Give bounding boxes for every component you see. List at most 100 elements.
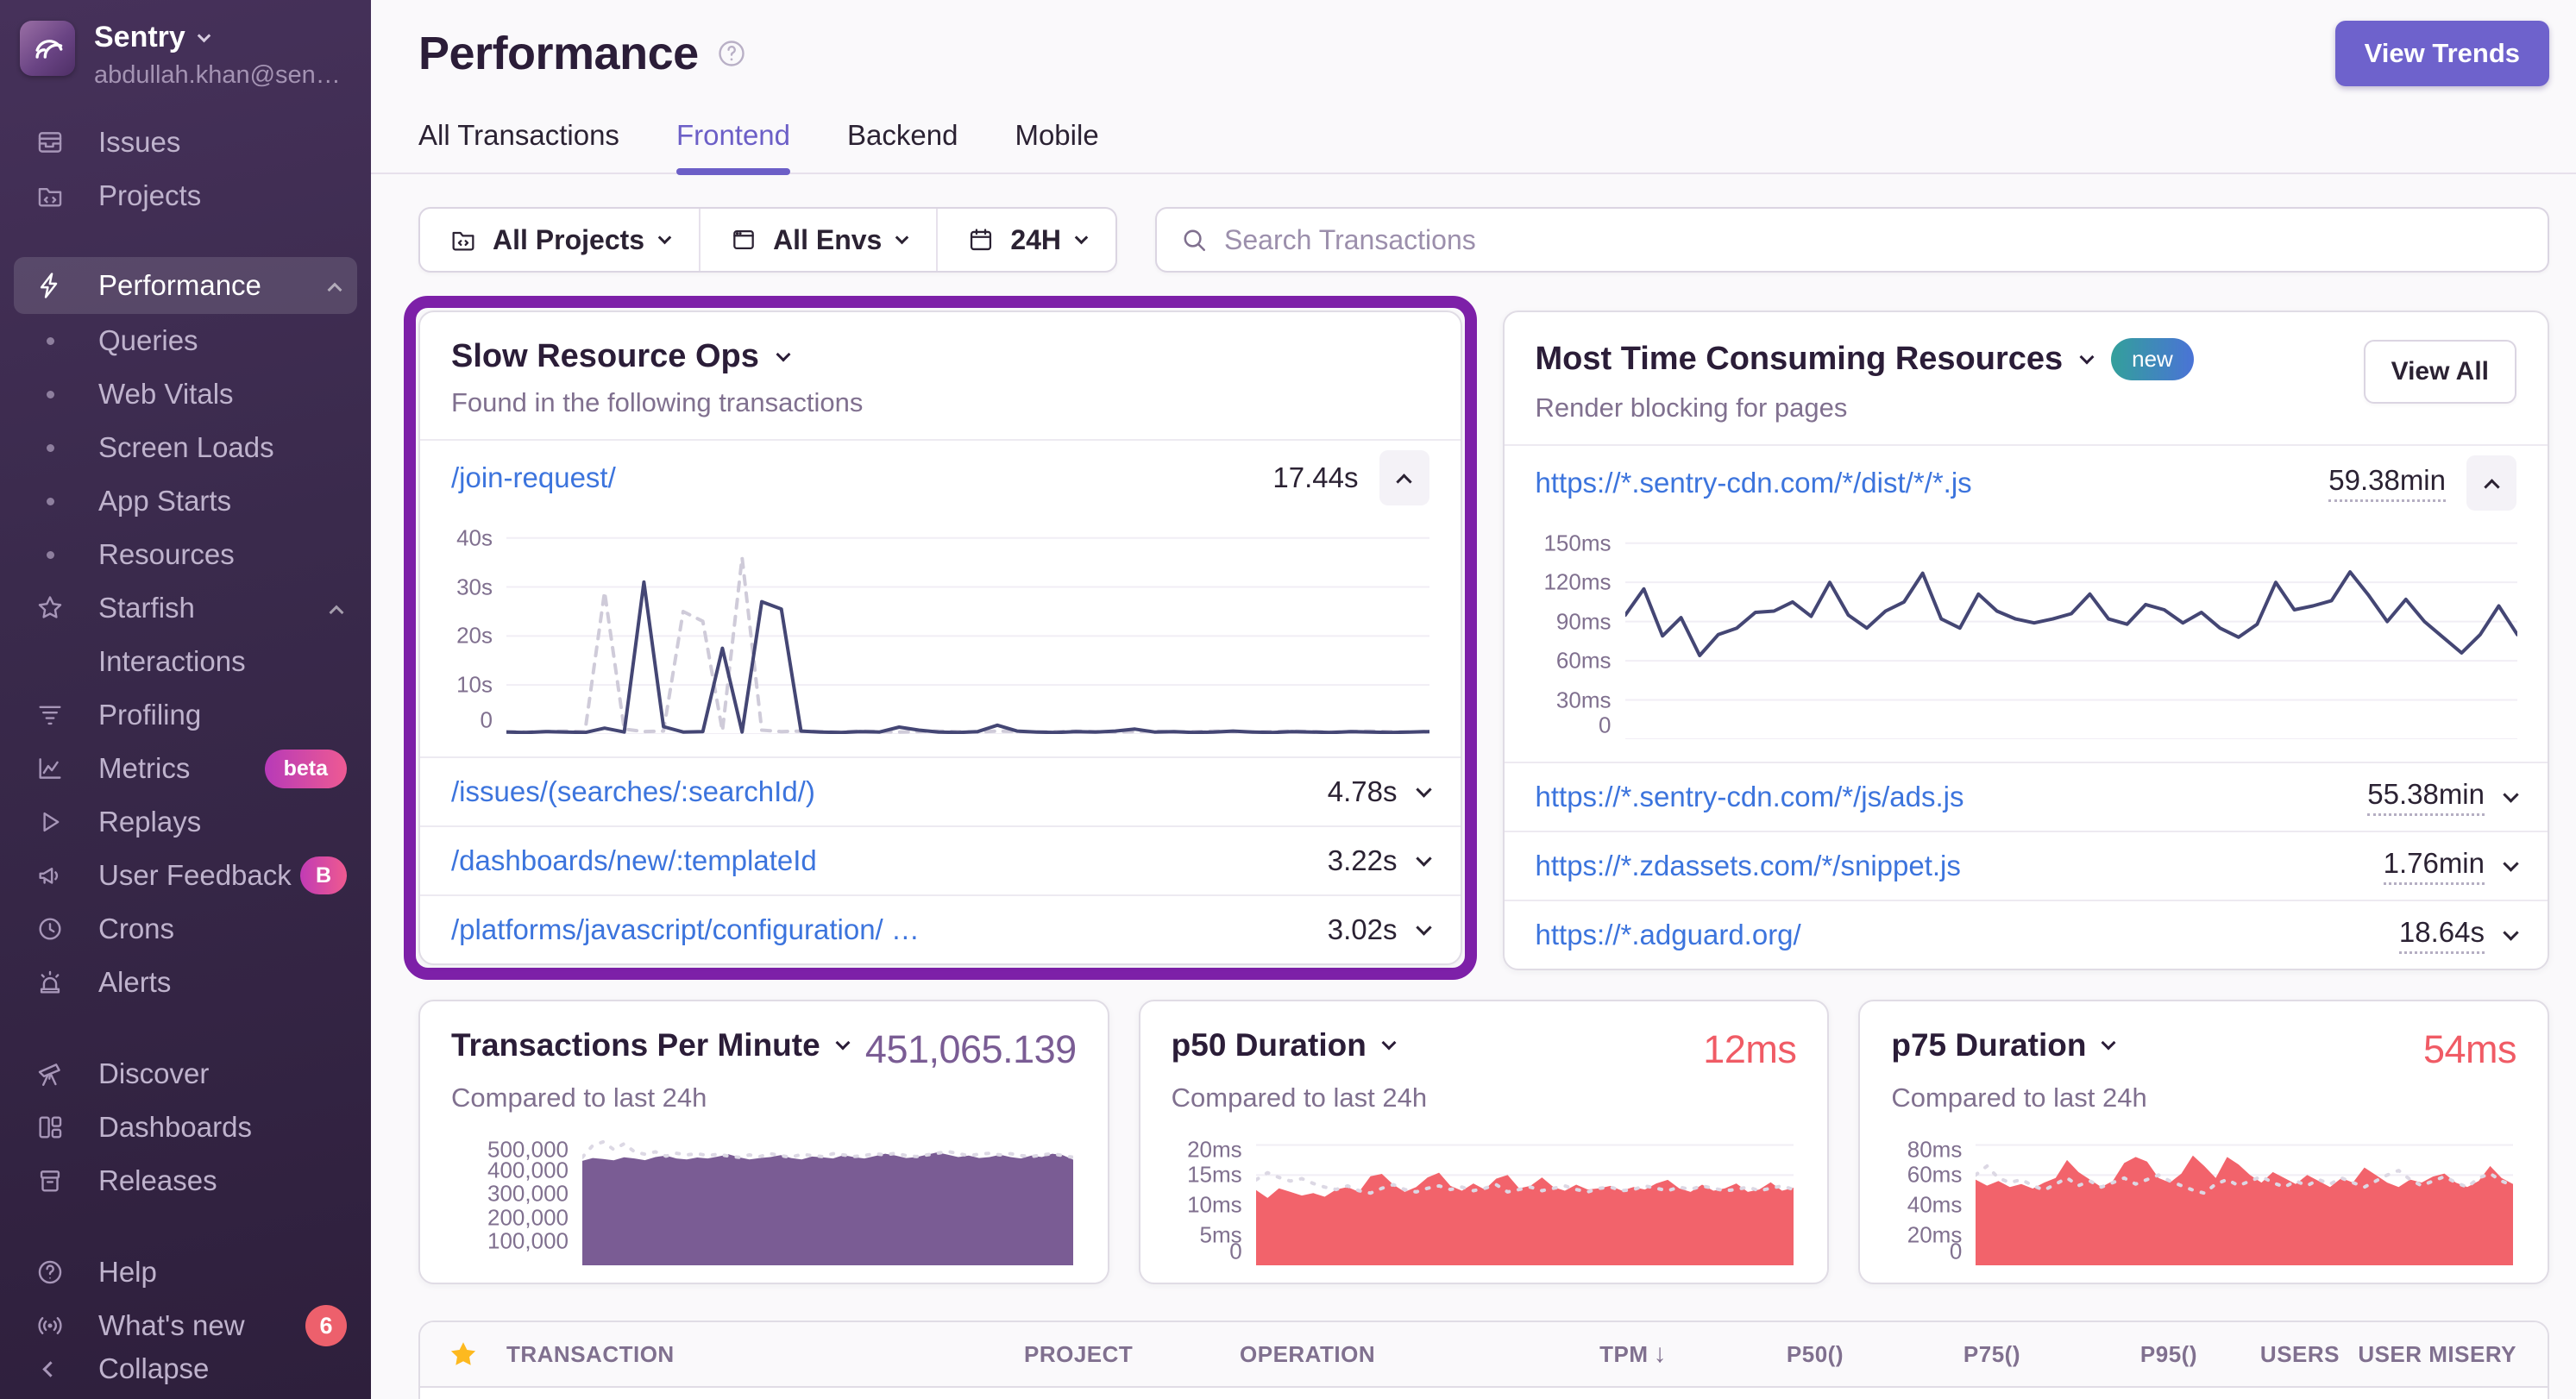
tab-all-transactions[interactable]: All Transactions <box>418 119 619 151</box>
sidebar-item-label: Web Vitals <box>98 378 234 410</box>
sidebar-item-replays[interactable]: Replays <box>0 795 371 849</box>
resource-time[interactable]: 59.38min <box>2328 464 2446 502</box>
projects-filter-dropdown[interactable]: All Projects <box>420 209 699 271</box>
sidebar-item-label: Help <box>98 1256 157 1288</box>
chevron-up-icon <box>2483 478 2500 495</box>
sidebar-item-metrics[interactable]: Metrics beta <box>0 742 371 795</box>
tab-backend[interactable]: Backend <box>847 119 958 151</box>
column-header-project[interactable]: PROJECT <box>1024 1340 1134 1367</box>
axis-tick-label: 120ms <box>1543 568 1612 595</box>
p75-card: p75 Duration 54ms Compared to last 24h 8… <box>1858 1000 2550 1284</box>
collapse-row-button[interactable] <box>2466 455 2516 511</box>
sidebar-item-label: Projects <box>98 179 202 211</box>
column-header-tpm[interactable]: TPM ↓ <box>1599 1339 1667 1368</box>
transaction-link[interactable]: /dashboards/new/:templateId <box>451 844 817 876</box>
column-header-p75[interactable]: P75() <box>1963 1340 2020 1367</box>
tab-mobile[interactable]: Mobile <box>1015 119 1099 151</box>
p75-title-row[interactable]: p75 Duration <box>1891 1027 2116 1063</box>
sidebar-item-resources[interactable]: Resources <box>0 528 371 581</box>
date-range-dropdown[interactable]: 24H <box>936 209 1115 271</box>
metric-subtitle: Compared to last 24h <box>1891 1082 2147 1113</box>
sidebar-item-queries[interactable]: Queries <box>0 314 371 367</box>
resources-title-row[interactable]: Most Time Consuming Resources new <box>1536 338 2517 380</box>
archive-icon <box>33 1166 67 1195</box>
sidebar-item-interactions[interactable]: Interactions <box>0 635 371 688</box>
chevron-up-icon <box>329 592 344 624</box>
sentry-logo-icon <box>20 21 75 76</box>
main-content: Performance View Trends All Transactions… <box>371 0 2576 1399</box>
metric-value: 54ms <box>2422 1027 2517 1071</box>
help-icon[interactable] <box>716 38 747 69</box>
sidebar-item-label: Queries <box>98 324 198 356</box>
expand-row-button[interactable] <box>2503 924 2519 941</box>
column-header-user-misery[interactable]: USER MISERY <box>2358 1340 2516 1367</box>
sidebar-item-app-starts[interactable]: App Starts <box>0 474 371 528</box>
sidebar-item-performance[interactable]: Performance <box>14 257 357 314</box>
sidebar-item-issues[interactable]: Issues <box>0 116 371 169</box>
transaction-link[interactable]: /platforms/javascript/configuration/ … <box>451 913 920 945</box>
sidebar-item-profiling[interactable]: Profiling <box>0 688 371 742</box>
slow-ops-title-row[interactable]: Slow Resource Ops <box>451 338 1429 375</box>
collapse-row-button[interactable] <box>1379 450 1429 505</box>
resource-link[interactable]: https://*.sentry-cdn.com/*/dist/*/*.js <box>1535 467 1972 499</box>
sort-desc-icon: ↓ <box>1653 1339 1667 1368</box>
envs-filter-dropdown[interactable]: All Envs <box>699 209 936 271</box>
star-column-header[interactable] <box>420 1339 506 1370</box>
sidebar-item-label: Replays <box>98 806 202 838</box>
sidebar-item-projects[interactable]: Projects <box>0 169 371 223</box>
column-header-transaction[interactable]: TRANSACTION <box>506 1340 675 1367</box>
whats-new-badge: 6 <box>305 1305 347 1346</box>
sidebar-item-discover[interactable]: Discover <box>0 1047 371 1101</box>
metric-subtitle: Compared to last 24h <box>451 1082 707 1113</box>
tpm-title-row[interactable]: Transactions Per Minute <box>451 1027 851 1063</box>
resource-link[interactable]: https://*.adguard.org/ <box>1535 919 1801 950</box>
expand-row-button[interactable] <box>2503 855 2519 872</box>
play-icon <box>33 807 67 837</box>
resource-row: https://*.sentry-cdn.com/*/js/ads.js 55.… <box>1504 762 2548 831</box>
resource-row: https://*.adguard.org/ 18.64s <box>1504 900 2548 969</box>
panel-subtitle: Found in the following transactions <box>451 387 864 417</box>
star-icon <box>33 593 67 623</box>
org-switcher[interactable]: Sentry abdullah.khan@sen… <box>0 0 371 90</box>
sidebar-item-web-vitals[interactable]: Web Vitals <box>0 367 371 421</box>
resource-time[interactable]: 1.76min <box>2383 847 2485 885</box>
chevron-up-icon <box>327 269 342 302</box>
expand-row-button[interactable] <box>1415 781 1432 798</box>
sidebar-item-user-feedback[interactable]: User Feedback B <box>0 849 371 902</box>
expand-row-button[interactable] <box>1415 919 1432 936</box>
search-input[interactable] <box>1224 223 2525 256</box>
column-header-users[interactable]: USERS <box>2259 1340 2340 1367</box>
p50-title-row[interactable]: p50 Duration <box>1172 1027 1397 1063</box>
expand-row-button[interactable] <box>1415 850 1432 867</box>
view-trends-button[interactable]: View Trends <box>2334 21 2549 86</box>
axis-tick-label: 20s <box>456 622 493 649</box>
axis-tick-label: 20ms <box>1907 1221 1963 1248</box>
resource-time[interactable]: 55.38min <box>2367 778 2485 816</box>
sidebar-collapse-button[interactable]: Collapse <box>0 1352 371 1385</box>
sidebar-item-alerts[interactable]: Alerts <box>0 956 371 1009</box>
y-axis-labels: 20ms 15ms 10ms 5ms 0 <box>1172 1136 1256 1265</box>
resource-time[interactable]: 18.64s <box>2398 916 2485 954</box>
p50-card: p50 Duration 12ms Compared to last 24h 2… <box>1138 1000 1830 1284</box>
transaction-link[interactable]: /issues/(searches/:searchId/) <box>451 775 815 807</box>
column-header-p50[interactable]: P50() <box>1786 1340 1844 1367</box>
axis-tick-label: 300,000 <box>487 1180 569 1207</box>
profiling-icon <box>33 700 67 730</box>
sidebar-item-crons[interactable]: Crons <box>0 902 371 956</box>
resource-link[interactable]: https://*.sentry-cdn.com/*/js/ads.js <box>1535 781 1964 812</box>
sidebar-item-help[interactable]: Help <box>0 1245 371 1299</box>
transaction-link[interactable]: /join-request/ <box>451 461 616 493</box>
sidebar-item-releases[interactable]: Releases <box>0 1154 371 1208</box>
column-header-operation[interactable]: OPERATION <box>1240 1340 1376 1367</box>
metric-value: 12ms <box>1703 1027 1797 1071</box>
org-meta: Sentry abdullah.khan@sen… <box>94 21 341 90</box>
sidebar-item-screen-loads[interactable]: Screen Loads <box>0 421 371 474</box>
resource-link[interactable]: https://*.zdassets.com/*/snippet.js <box>1535 850 1961 881</box>
expand-row-button[interactable] <box>2503 786 2519 803</box>
sidebar-item-whats-new[interactable]: What's new 6 <box>0 1299 371 1352</box>
sidebar-item-dashboards[interactable]: Dashboards <box>0 1101 371 1154</box>
sidebar-item-starfish[interactable]: Starfish <box>0 581 371 635</box>
view-all-button[interactable]: View All <box>2363 340 2516 404</box>
column-header-p95[interactable]: P95() <box>2139 1340 2197 1367</box>
tab-frontend[interactable]: Frontend <box>675 119 791 175</box>
